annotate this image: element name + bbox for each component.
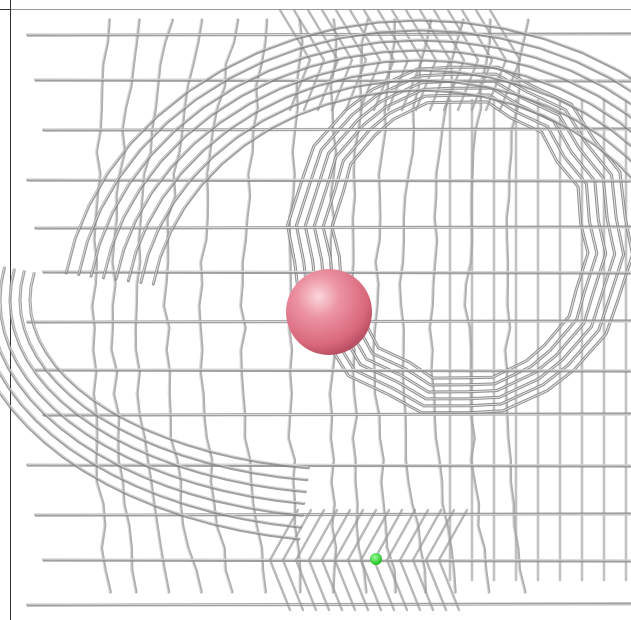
ion-sphere[interactable] [286, 269, 372, 355]
green-marker[interactable] [370, 553, 382, 565]
density-mesh-rings [286, 65, 631, 415]
viewport-corner-tick [0, 9, 11, 10]
viewport-top-border [0, 9, 631, 10]
density-mesh-overlay [0, 18, 631, 541]
